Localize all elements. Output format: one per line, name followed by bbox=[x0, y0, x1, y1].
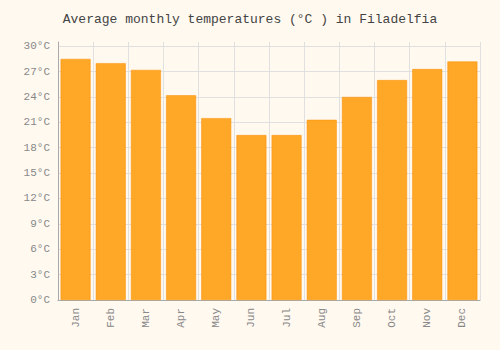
svg-text:18°C: 18°C bbox=[24, 142, 51, 154]
svg-text:27°C: 27°C bbox=[24, 66, 51, 78]
svg-text:Sep: Sep bbox=[351, 308, 363, 328]
svg-text:Dec: Dec bbox=[456, 308, 468, 328]
svg-text:24°C: 24°C bbox=[24, 91, 51, 103]
svg-text:Nov: Nov bbox=[421, 308, 433, 328]
svg-text:Feb: Feb bbox=[105, 308, 117, 328]
svg-text:Average monthly temperatures (: Average monthly temperatures (°C ) in Fi… bbox=[63, 12, 438, 27]
svg-text:Jul: Jul bbox=[281, 308, 293, 328]
svg-text:Aug: Aug bbox=[316, 308, 328, 328]
svg-text:21°C: 21°C bbox=[24, 116, 51, 128]
svg-text:Jan: Jan bbox=[70, 308, 82, 328]
svg-text:30°C: 30°C bbox=[24, 40, 51, 52]
svg-text:9°C: 9°C bbox=[30, 218, 50, 230]
svg-text:0°C: 0°C bbox=[30, 294, 50, 306]
svg-text:Apr: Apr bbox=[175, 308, 187, 328]
svg-text:Mar: Mar bbox=[140, 308, 152, 328]
svg-text:15°C: 15°C bbox=[24, 167, 51, 179]
svg-text:Oct: Oct bbox=[386, 308, 398, 328]
svg-text:May: May bbox=[210, 308, 222, 328]
svg-text:Jun: Jun bbox=[245, 308, 257, 328]
svg-text:3°C: 3°C bbox=[30, 269, 50, 281]
svg-text:12°C: 12°C bbox=[24, 192, 51, 204]
svg-text:6°C: 6°C bbox=[30, 243, 50, 255]
